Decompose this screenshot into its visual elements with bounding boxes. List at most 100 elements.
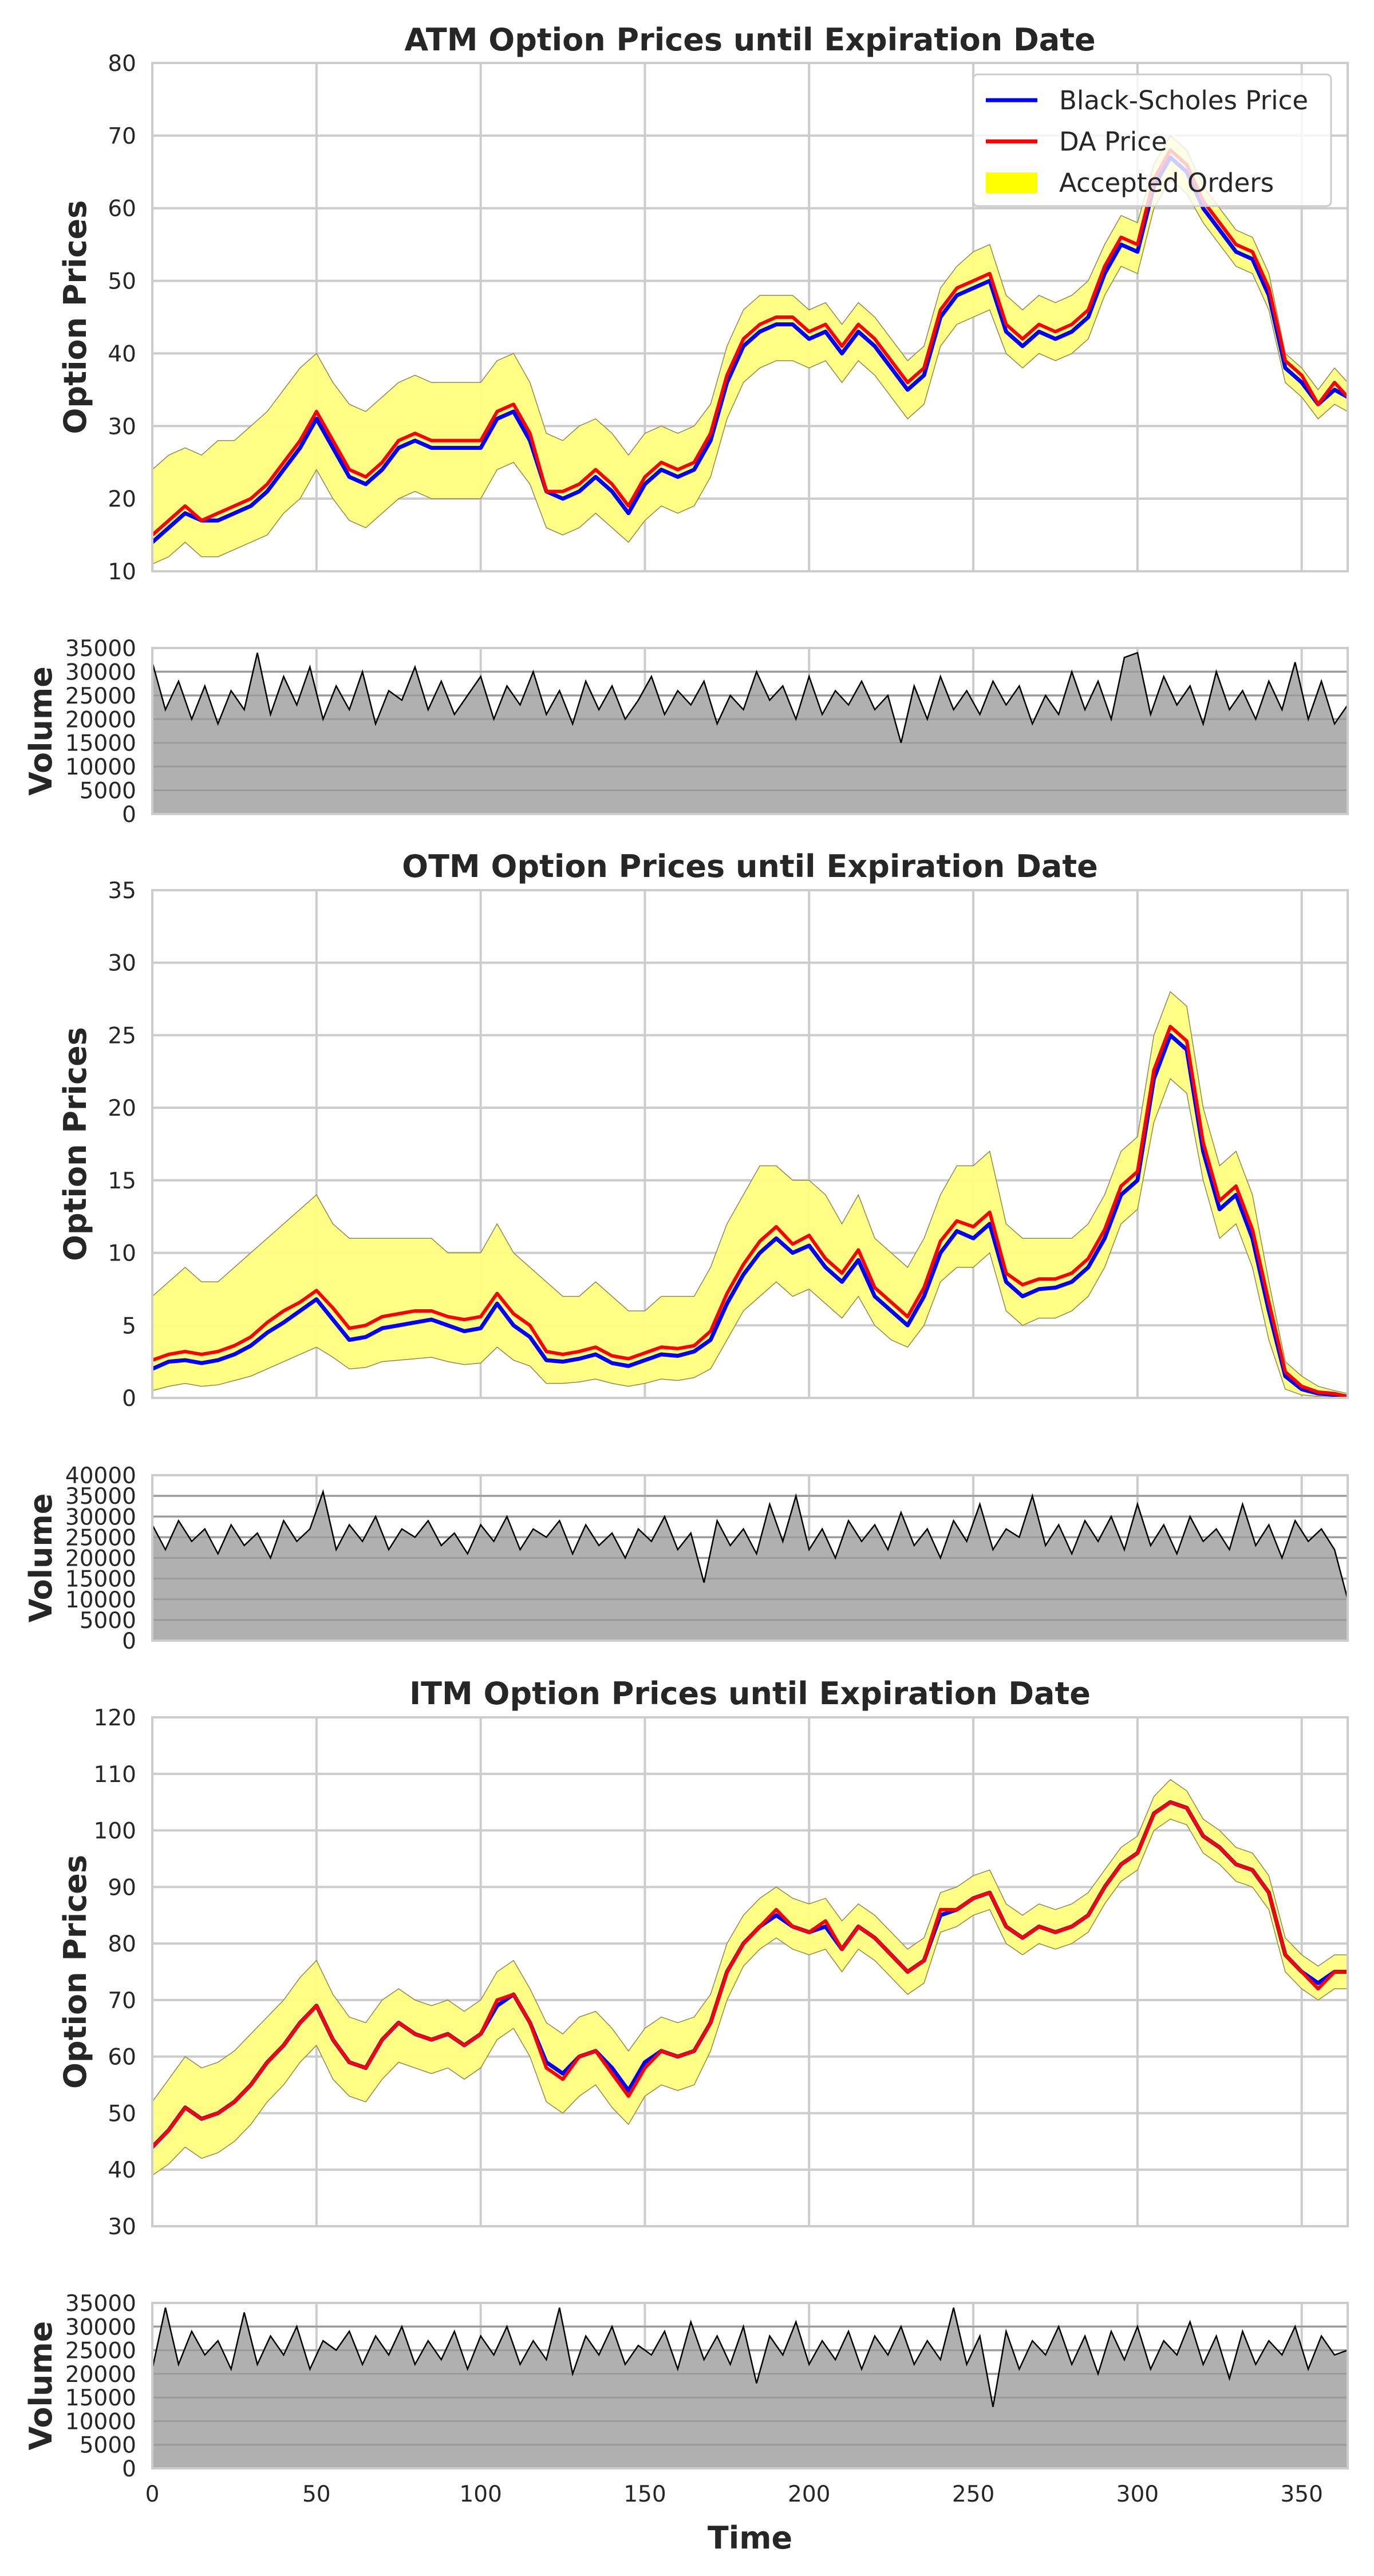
itm-volume-ylabel: Volume bbox=[23, 2321, 59, 2451]
atm-volume-frame bbox=[151, 647, 1349, 815]
otm-volume-ytick-label: 20000 bbox=[65, 1546, 136, 1572]
legend-box bbox=[972, 73, 1332, 207]
legend-label-accepted-orders: Accepted Orders bbox=[1059, 168, 1274, 198]
itm-volume-ytick-label: 20000 bbox=[65, 2362, 136, 2388]
otm-volume-frame bbox=[151, 1474, 1349, 1642]
itm-volume-xtick-label: 350 bbox=[1280, 2482, 1322, 2507]
itm-price-frame bbox=[151, 1716, 1349, 2227]
itm-volume-ytick-label: 30000 bbox=[65, 2314, 136, 2340]
otm-price-accepted-orders-band bbox=[152, 991, 1348, 1398]
atm-price-ytick-label: 70 bbox=[108, 124, 136, 149]
otm-price-ytick-label: 30 bbox=[108, 951, 136, 977]
otm-price-da-price-line bbox=[152, 1025, 1348, 1398]
itm-price-ytick-label: 80 bbox=[108, 1931, 136, 1957]
itm-volume-xlabel: Time bbox=[708, 2520, 792, 2556]
atm-volume-ytick-label: 15000 bbox=[65, 731, 136, 757]
itm-volume-xtick-label: 300 bbox=[1116, 2482, 1159, 2507]
atm-volume-volume-fill bbox=[152, 653, 1348, 814]
legend-label-black-scholes-price: Black-Scholes Price bbox=[1059, 85, 1308, 116]
itm-volume-xtick-label: 0 bbox=[145, 2482, 160, 2507]
otm-price-ytick-label: 10 bbox=[108, 1241, 136, 1267]
itm-volume-frame bbox=[151, 2302, 1349, 2470]
otm-price-title: OTM Option Prices until Expiration Date bbox=[402, 848, 1098, 884]
otm-volume-ytick-label: 10000 bbox=[65, 1587, 136, 1613]
itm-volume-ytick-label: 10000 bbox=[65, 2409, 136, 2435]
otm-volume-ytick-label: 25000 bbox=[65, 1525, 136, 1551]
atm-volume-data bbox=[152, 648, 1348, 814]
atm-price-accepted-orders-band bbox=[152, 135, 1348, 565]
atm-price-ytick-label: 10 bbox=[108, 559, 136, 585]
itm-volume-volume-line bbox=[152, 2307, 1348, 2407]
otm-volume-data bbox=[152, 1475, 1348, 1641]
otm-price-ylabel: Option Prices bbox=[57, 1027, 93, 1261]
otm-price-ytick-label: 15 bbox=[108, 1168, 136, 1194]
itm-volume-ytick-label: 25000 bbox=[65, 2338, 136, 2364]
itm-price-ytick-label: 30 bbox=[108, 2214, 136, 2240]
otm-price-data bbox=[152, 991, 1348, 1398]
otm-price-ytick-label: 5 bbox=[122, 1313, 136, 1339]
itm-price-ytick-label: 110 bbox=[94, 1762, 136, 1788]
itm-volume-ytick-label: 35000 bbox=[65, 2291, 136, 2317]
atm-price-ytick-label: 30 bbox=[108, 414, 136, 440]
itm-price-panel: 30 40 50 60 70 80 90 100 110 120 Option Prices ITM … bbox=[57, 1676, 1349, 2240]
itm-volume-volume-fill bbox=[152, 2308, 1348, 2468]
atm-price-ylabel: Option Prices bbox=[57, 200, 93, 434]
atm-price-ytick-label: 60 bbox=[108, 196, 136, 222]
itm-price-ytick-label: 70 bbox=[108, 1988, 136, 2014]
otm-volume-volume-fill bbox=[152, 1491, 1348, 1641]
itm-volume-xtick-label: 250 bbox=[952, 2482, 994, 2507]
atm-volume-ytick-label: 25000 bbox=[65, 683, 136, 709]
itm-volume-xtick-label: 150 bbox=[623, 2482, 666, 2507]
itm-price-ylabel: Option Prices bbox=[57, 1855, 93, 2089]
itm-price-plot-area bbox=[152, 1717, 1348, 2226]
itm-price-title: ITM Option Prices until Expiration Date bbox=[409, 1676, 1091, 1712]
otm-volume-ytick-label: 5000 bbox=[80, 1608, 136, 1634]
otm-volume-panel: 0500010000150002000025000300003500040000… bbox=[23, 1463, 1349, 1654]
otm-price-ytick-label: 0 bbox=[122, 1386, 136, 1412]
otm-volume-ylabel: Volume bbox=[23, 1494, 59, 1623]
atm-volume-ytick-label: 0 bbox=[122, 802, 136, 828]
atm-volume-volume-line bbox=[152, 651, 1348, 744]
atm-price-ytick-label: 20 bbox=[108, 487, 136, 512]
otm-volume-ytick-label: 35000 bbox=[65, 1484, 136, 1510]
atm-price-ytick-label: 50 bbox=[108, 269, 136, 295]
otm-price-ytick-label: 20 bbox=[108, 1096, 136, 1121]
atm-price-frame bbox=[151, 62, 1349, 572]
legend-label-da-price: DA Price bbox=[1059, 127, 1167, 157]
itm-price-da-price-line bbox=[152, 1800, 1348, 2148]
otm-volume-ytick-label: 40000 bbox=[65, 1463, 136, 1489]
itm-volume-xtick-label: 200 bbox=[788, 2482, 830, 2507]
itm-price-ytick-label: 40 bbox=[108, 2158, 136, 2183]
atm-volume-panel: 05000100001500020000250003000035000Volum… bbox=[23, 636, 1349, 828]
atm-price-title: ATM Option Prices until Expiration Date bbox=[404, 22, 1095, 58]
otm-price-ytick-label: 35 bbox=[108, 878, 136, 904]
itm-volume-data bbox=[152, 2303, 1348, 2468]
otm-price-panel: 0 5 10 15 20 25 30 35 Option Prices OTM Option Pr… bbox=[57, 848, 1349, 1412]
atm-price-panel: 10 20 30 40 50 60 70 80 Option Prices ATM Option … bbox=[57, 22, 1349, 585]
otm-volume-ytick-label: 0 bbox=[122, 1629, 136, 1654]
otm-volume-ytick-label: 30000 bbox=[65, 1504, 136, 1530]
itm-volume-xtick-label: 100 bbox=[459, 2482, 502, 2507]
legend-swatch-accepted-orders bbox=[986, 172, 1037, 193]
atm-volume-ytick-label: 30000 bbox=[65, 659, 136, 685]
atm-price-ytick-label: 40 bbox=[108, 341, 136, 367]
itm-volume-ytick-label: 15000 bbox=[65, 2385, 136, 2411]
atm-volume-ytick-label: 20000 bbox=[65, 707, 136, 733]
otm-volume-ytick-label: 15000 bbox=[65, 1567, 136, 1593]
otm-price-frame bbox=[151, 889, 1349, 1399]
itm-price-ytick-label: 100 bbox=[94, 1819, 136, 1844]
itm-price-ytick-label: 120 bbox=[94, 1705, 136, 1731]
legend: Black-Scholes Price DA Price Accepted Orde… bbox=[972, 73, 1332, 207]
atm-volume-ytick-label: 5000 bbox=[80, 779, 136, 804]
itm-price-ytick-label: 50 bbox=[108, 2101, 136, 2127]
atm-volume-ylabel: Volume bbox=[23, 666, 59, 796]
itm-volume-ytick-label: 0 bbox=[122, 2456, 136, 2482]
itm-price-ytick-label: 60 bbox=[108, 2045, 136, 2071]
otm-volume-volume-line bbox=[152, 1489, 1348, 1600]
itm-price-accepted-orders-band bbox=[152, 1779, 1348, 2176]
atm-price-ytick-label: 80 bbox=[108, 51, 136, 77]
itm-price-ytick-label: 90 bbox=[108, 1875, 136, 1901]
atm-volume-ytick-label: 10000 bbox=[65, 754, 136, 780]
